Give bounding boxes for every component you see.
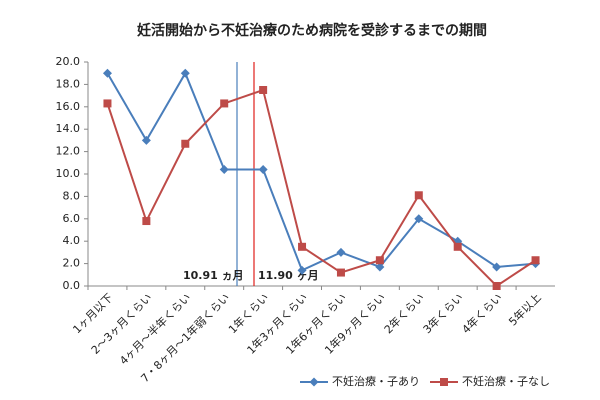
data-point	[142, 217, 151, 226]
y-tick-label: 12.0	[56, 145, 81, 158]
y-tick-label: 10.0	[56, 167, 81, 180]
y-tick-label: 0.0	[63, 279, 81, 292]
data-point	[309, 377, 319, 387]
data-point	[297, 265, 307, 275]
data-point	[180, 68, 190, 78]
data-point	[258, 165, 268, 175]
x-tick-label: 3年くらい	[420, 290, 466, 336]
legend-label: 不妊治療・子なし	[462, 374, 550, 388]
x-tick-label: 2年くらい	[381, 290, 427, 336]
y-tick-label: 14.0	[56, 122, 81, 135]
data-point	[298, 242, 307, 251]
y-tick-label: 16.0	[56, 100, 81, 113]
data-point	[336, 247, 346, 257]
data-point	[336, 268, 345, 277]
data-point	[181, 139, 190, 148]
data-point	[440, 378, 448, 386]
legend-label: 不妊治療・子あり	[332, 374, 420, 388]
data-point	[375, 262, 385, 272]
data-point	[492, 262, 502, 272]
data-point	[259, 86, 268, 94]
data-point	[141, 135, 151, 145]
y-tick-label: 18.0	[56, 77, 81, 90]
annotation: 11.90 ヶ月	[258, 269, 319, 282]
series-line	[106, 70, 536, 272]
y-tick-label: 8.0	[63, 189, 81, 202]
y-tick-label: 20.0	[56, 55, 81, 68]
data-point	[375, 256, 384, 265]
x-tick-label: 4ヶ月～半年くらい	[116, 290, 193, 367]
series-line	[106, 88, 537, 288]
data-point	[492, 282, 501, 290]
x-tick-label: 5年以上	[506, 290, 544, 328]
data-point	[103, 99, 112, 108]
data-point	[414, 214, 424, 224]
y-tick-label: 4.0	[63, 234, 81, 247]
data-point	[219, 165, 229, 175]
data-point	[102, 68, 112, 78]
data-point	[414, 191, 423, 200]
annotation: 10.91 ヵ月	[183, 269, 244, 282]
data-point	[531, 256, 540, 265]
x-tick-label: 4年くらい	[459, 290, 505, 336]
y-tick-label: 6.0	[63, 212, 81, 225]
chart-title: 妊活開始から不妊治療のため病院を受診するまでの期間	[137, 22, 487, 39]
y-tick-label: 2.0	[63, 257, 81, 270]
data-point	[453, 242, 462, 251]
data-point	[220, 99, 229, 108]
